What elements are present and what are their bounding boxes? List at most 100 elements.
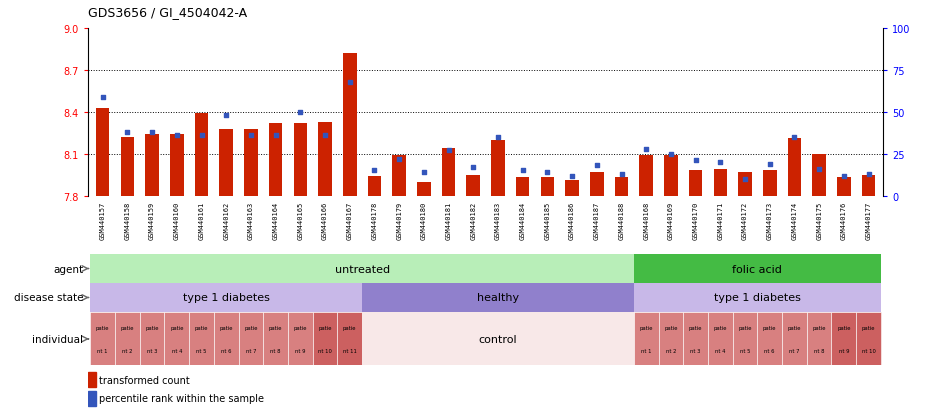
Point [540,169,555,176]
Bar [466,175,480,196]
Text: nt 5: nt 5 [196,348,207,353]
Text: agent: agent [53,264,83,274]
Text: nt 1: nt 1 [97,348,108,353]
Text: nt 2: nt 2 [666,348,676,353]
Bar [634,284,881,312]
Text: nt 8: nt 8 [270,348,281,353]
Text: GSM440168: GSM440168 [643,201,649,239]
Text: GSM440160: GSM440160 [174,201,179,239]
Bar [758,313,782,366]
Text: nt 11: nt 11 [343,348,357,353]
Bar [615,178,628,196]
Bar [491,140,505,196]
Text: GSM440182: GSM440182 [470,201,476,239]
Text: GSM440174: GSM440174 [792,201,797,239]
Text: patie: patie [96,325,109,330]
Point [861,171,876,178]
Text: GSM440164: GSM440164 [273,201,278,239]
Text: untreated: untreated [335,264,389,274]
Text: patie: patie [244,325,258,330]
Point [836,173,851,179]
Text: patie: patie [812,325,826,330]
Bar [293,123,307,196]
Text: GSM440165: GSM440165 [297,201,303,239]
Bar [516,178,529,196]
Bar [832,313,857,366]
Point [268,133,283,139]
Point [367,168,382,174]
Point [441,148,456,154]
Point [342,79,357,86]
Bar [313,313,338,366]
Bar [763,171,776,196]
Bar [812,154,826,196]
Point [293,109,308,116]
Text: transformed count: transformed count [99,375,190,385]
Bar [392,156,406,196]
Bar [738,173,752,196]
Bar [170,135,183,196]
Bar [115,313,140,366]
Bar [120,138,134,196]
Bar [88,391,96,406]
Text: nt 7: nt 7 [789,348,800,353]
Bar [91,255,634,283]
Bar [91,313,115,366]
Text: disease state: disease state [14,293,83,303]
Point [812,166,827,173]
Text: folic acid: folic acid [733,264,783,274]
Point [317,133,332,139]
Text: GSM440180: GSM440180 [421,201,426,239]
Point [219,113,234,119]
Bar [288,313,313,366]
Bar [565,181,579,196]
Bar [590,173,604,196]
Bar [788,139,801,196]
Bar [782,313,807,366]
Text: nt 4: nt 4 [171,348,182,353]
Bar [713,170,727,196]
Bar [145,135,159,196]
Text: GSM440184: GSM440184 [520,201,525,239]
Point [737,176,752,183]
Bar [634,313,659,366]
Text: patie: patie [120,325,134,330]
Text: patie: patie [343,325,356,330]
Bar [88,373,96,387]
Bar [807,313,832,366]
Text: GSM440167: GSM440167 [347,201,352,239]
Text: patie: patie [664,325,678,330]
Text: GSM440187: GSM440187 [594,201,599,239]
Bar [195,114,208,196]
Bar [343,54,356,196]
Text: GSM440179: GSM440179 [396,201,402,239]
Text: control: control [478,334,517,344]
Bar [684,313,708,366]
Text: nt 3: nt 3 [690,348,701,353]
Bar [659,313,684,366]
Text: GSM440159: GSM440159 [149,201,155,239]
Bar [708,313,733,366]
Text: nt 1: nt 1 [641,348,651,353]
Text: GSM440163: GSM440163 [248,201,254,239]
Text: nt 7: nt 7 [246,348,256,353]
Text: GSM440177: GSM440177 [866,201,871,239]
Bar [214,313,239,366]
Text: individual: individual [32,334,83,344]
Text: percentile rank within the sample: percentile rank within the sample [99,393,264,403]
Text: GSM440183: GSM440183 [495,201,501,239]
Text: GSM440176: GSM440176 [841,201,847,239]
Bar [367,177,381,196]
Bar [664,156,678,196]
Bar [96,108,109,196]
Bar [244,129,258,196]
Point [515,168,530,174]
Point [243,133,258,139]
Text: nt 6: nt 6 [221,348,231,353]
Bar [634,255,881,283]
Bar [442,149,455,196]
Text: patie: patie [862,325,875,330]
Bar [540,178,554,196]
Point [466,164,481,171]
Text: GSM440185: GSM440185 [545,201,550,239]
